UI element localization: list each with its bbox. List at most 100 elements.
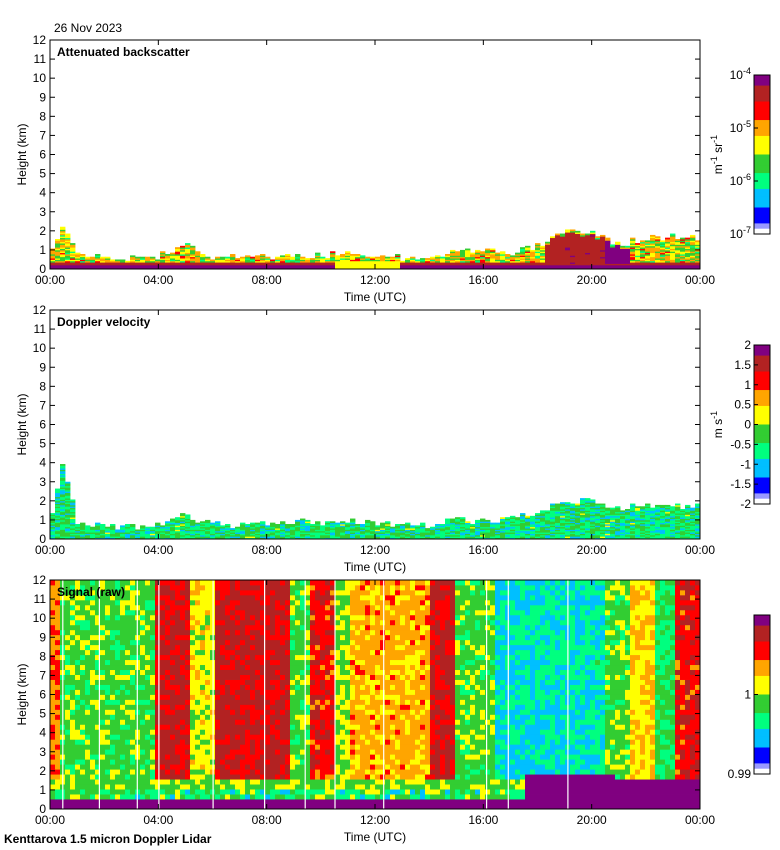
heatmap-cell xyxy=(535,536,541,539)
heatmap-cell xyxy=(115,259,121,262)
heatmap-cell xyxy=(450,524,456,526)
heatmap-cell xyxy=(90,739,96,745)
heatmap-cell xyxy=(350,534,356,537)
heatmap-cell xyxy=(695,536,701,539)
heatmap-cell xyxy=(390,264,396,267)
heatmap-cell xyxy=(380,256,386,259)
heatmap-cell xyxy=(625,249,631,252)
heatmap-cell xyxy=(360,260,366,263)
heatmap-cell xyxy=(345,526,351,529)
heatmap-cell xyxy=(65,649,71,656)
heatmap-cell xyxy=(70,794,76,800)
heatmap-cell xyxy=(590,254,596,256)
heatmap-cell xyxy=(635,252,641,255)
heatmap-cell xyxy=(215,522,221,525)
heatmap-cell xyxy=(340,258,346,260)
heatmap-cell xyxy=(635,248,641,251)
heatmap-cell xyxy=(55,260,61,263)
colorbar-segment xyxy=(754,464,770,468)
heatmap-cell xyxy=(55,519,61,522)
heatmap-cell xyxy=(180,518,186,521)
heatmap-cell xyxy=(560,241,566,244)
heatmap-cell xyxy=(200,256,206,259)
heatmap-cell xyxy=(80,263,86,266)
heatmap-cell xyxy=(615,525,621,528)
heatmap-cell xyxy=(585,247,591,249)
heatmap-cell xyxy=(670,519,676,522)
heatmap-cell xyxy=(200,259,206,262)
heatmap-cell xyxy=(275,263,281,266)
heatmap-cell xyxy=(550,530,556,533)
heatmap-cell xyxy=(630,255,636,258)
heatmap-cell xyxy=(345,530,351,533)
heatmap-cell xyxy=(675,534,681,537)
heatmap-cell xyxy=(590,530,596,533)
heatmap-cell xyxy=(605,259,611,262)
heatmap-cell xyxy=(695,524,701,526)
heatmap-cell xyxy=(620,263,626,266)
heatmap-cell xyxy=(640,528,646,530)
heatmap-cell xyxy=(65,629,71,636)
heatmap-cell xyxy=(160,266,166,269)
heatmap-cell xyxy=(65,580,71,586)
heatmap-cell xyxy=(65,674,71,680)
heatmap-cell xyxy=(295,521,301,524)
heatmap-cell xyxy=(675,532,681,534)
heatmap-cell xyxy=(115,260,121,263)
heatmap-cell xyxy=(550,260,556,263)
heatmap-cell xyxy=(630,249,636,252)
heatmap-cell xyxy=(580,264,586,267)
heatmap-cell xyxy=(645,252,651,255)
heatmap-cell xyxy=(485,521,491,524)
heatmap-cell xyxy=(350,522,356,525)
heatmap-cell xyxy=(610,528,616,530)
heatmap-cell xyxy=(100,694,106,700)
heatmap-cell xyxy=(215,256,221,259)
heatmap-cell xyxy=(400,530,406,533)
heatmap-cell xyxy=(525,245,531,248)
heatmap-cell xyxy=(555,528,561,530)
heatmap-cell xyxy=(600,507,606,510)
heatmap-cell xyxy=(170,521,176,524)
heatmap-cell xyxy=(655,519,661,522)
heatmap-cell xyxy=(610,517,616,519)
heatmap-cell xyxy=(95,689,101,695)
heatmap-cell xyxy=(120,639,126,646)
heatmap-cell xyxy=(70,734,76,740)
heatmap-cell xyxy=(200,521,206,524)
heatmap-cell xyxy=(630,518,636,521)
heatmap-cell xyxy=(195,264,201,267)
heatmap-cell xyxy=(580,525,586,528)
heatmap-cell xyxy=(485,259,491,262)
heatmap-cell xyxy=(290,256,296,259)
heatmap-cell xyxy=(635,262,641,264)
heatmap-cell xyxy=(235,534,241,537)
heatmap-cell xyxy=(130,534,136,537)
heatmap-cell xyxy=(555,522,561,525)
heatmap-cell xyxy=(420,262,426,264)
heatmap-cell xyxy=(50,262,56,264)
heatmap-cell xyxy=(50,609,56,616)
heatmap-cell xyxy=(50,689,56,695)
heatmap-cell xyxy=(635,514,641,517)
heatmap-cell xyxy=(515,524,521,526)
heatmap-cell xyxy=(360,526,366,529)
heatmap-cell xyxy=(640,519,646,522)
heatmap-cell xyxy=(270,528,276,530)
heatmap-cell xyxy=(555,249,561,252)
heatmap-cell xyxy=(125,744,131,750)
heatmap-cell xyxy=(230,263,236,266)
heatmap-cell xyxy=(550,254,556,256)
colorbar-segment xyxy=(754,149,770,153)
heatmap-cell xyxy=(655,513,661,515)
heatmap-cell xyxy=(155,262,161,264)
heatmap-cell xyxy=(560,521,566,524)
heatmap-cell xyxy=(600,258,606,260)
heatmap-cell xyxy=(680,260,686,263)
heatmap-cell xyxy=(595,536,601,539)
heatmap-cell xyxy=(295,525,301,528)
heatmap-cell xyxy=(65,263,71,266)
heatmap-cell xyxy=(60,526,66,529)
heatmap-cell xyxy=(640,262,646,264)
heatmap-cell xyxy=(85,614,91,621)
